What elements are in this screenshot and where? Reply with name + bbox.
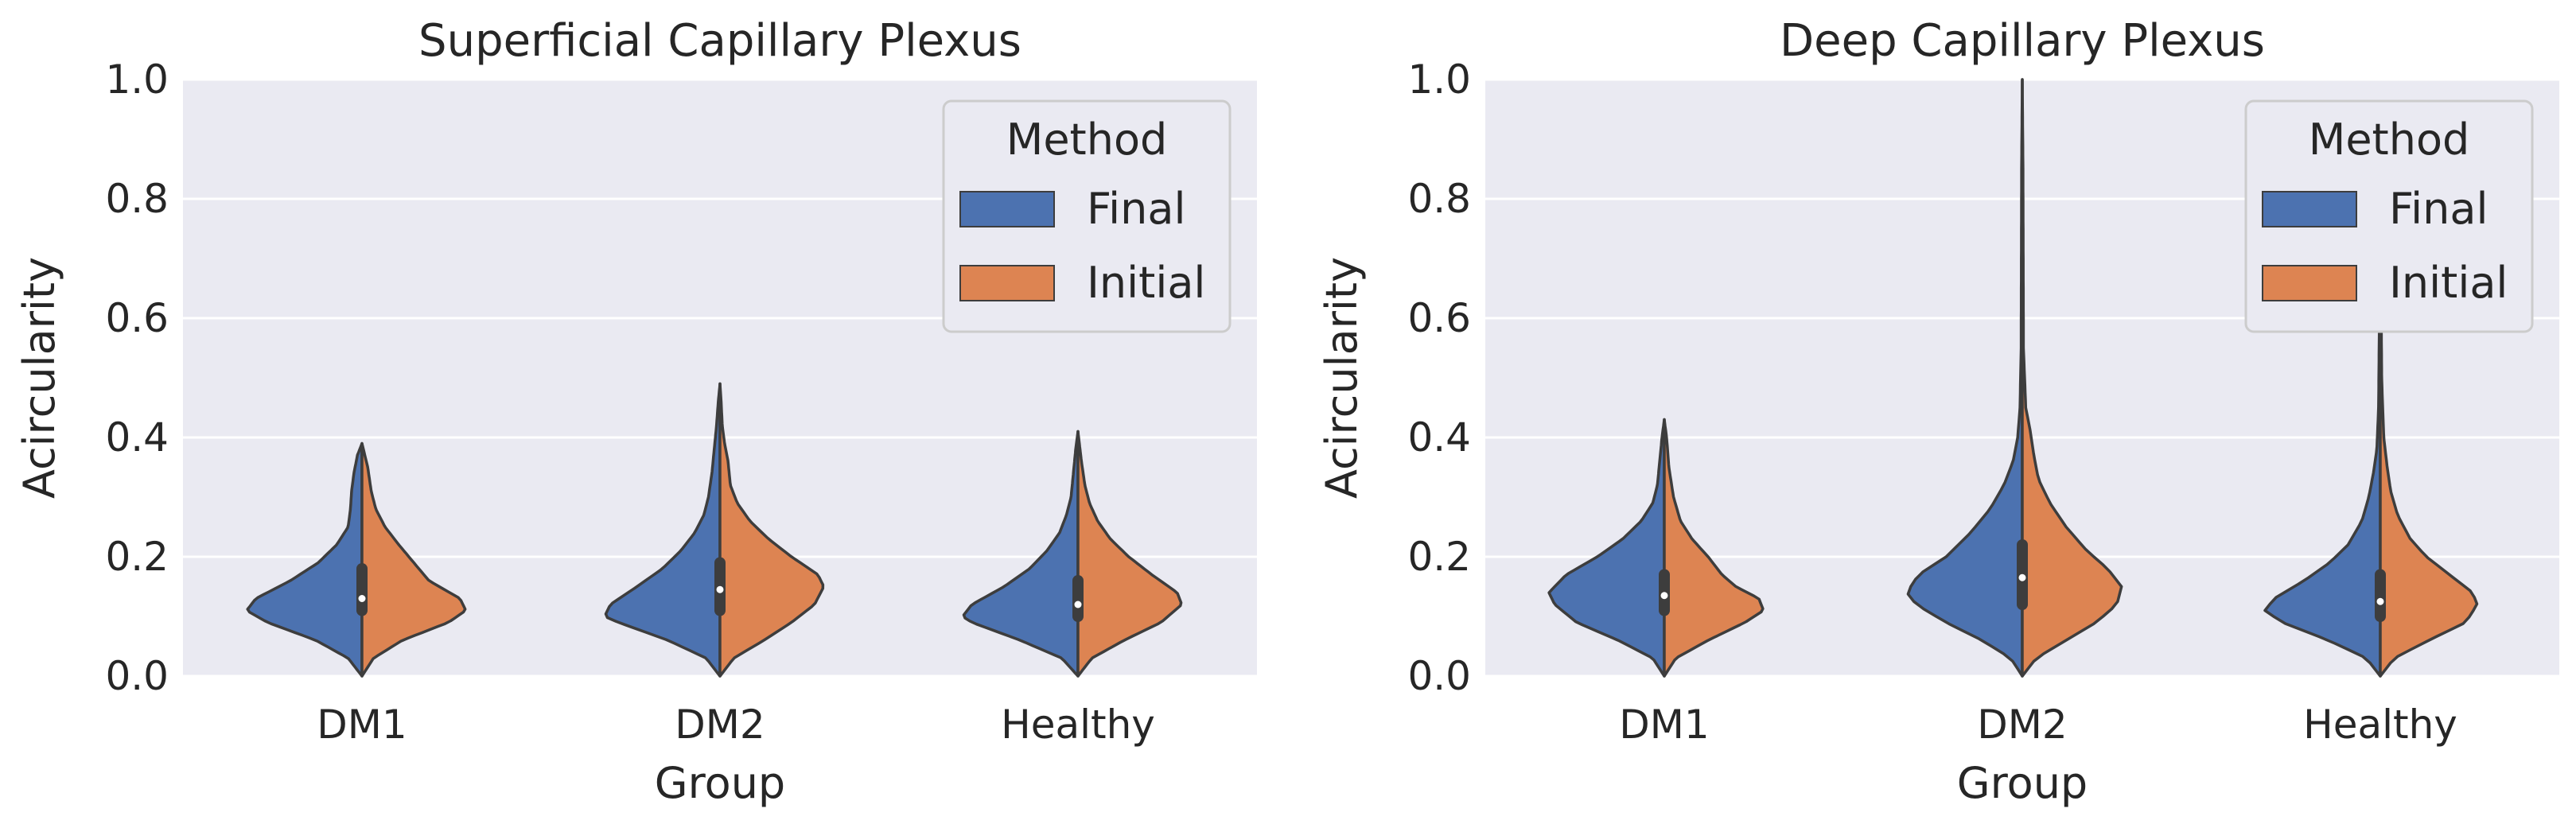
- violin-initial-dm1: [1663, 418, 1765, 678]
- x-ticks: DM1 DM2 Healthy: [1619, 702, 2457, 748]
- x-tick-label: Healthy: [2303, 702, 2457, 748]
- legend-title: Method: [1006, 115, 1168, 165]
- legend-swatch-final: [959, 191, 1055, 227]
- legend-swatch-initial: [2262, 265, 2357, 301]
- legend-label-initial: Initial: [2389, 258, 2508, 308]
- box-median-dm1: [358, 595, 366, 602]
- y-tick-label: 0.4: [1407, 414, 1471, 461]
- legend-swatch-final: [2262, 191, 2357, 227]
- legend-title: Method: [2309, 115, 2470, 165]
- violin-final-dm1: [246, 441, 364, 678]
- box-median-healthy: [1074, 601, 1082, 608]
- y-tick-label: 0.2: [1407, 534, 1471, 580]
- legend: Method Final Initial: [942, 99, 1232, 333]
- x-axis-label: Group: [655, 758, 785, 808]
- legend-swatch-initial: [959, 265, 1055, 301]
- box-markers: [1659, 539, 2386, 622]
- x-axis-label: Group: [1957, 758, 2088, 808]
- y-tick-label: 0.4: [105, 414, 169, 461]
- y-tick-label: 0.2: [105, 534, 169, 580]
- legend-label-initial: Initial: [1087, 258, 1205, 308]
- y-tick-label: 0.8: [105, 176, 169, 222]
- y-tick-label: 0.8: [1407, 176, 1471, 222]
- panel-superficial: Superficial Capillary Plexus Acircularit…: [14, 15, 1257, 808]
- legend: Method Final Initial: [2244, 99, 2534, 333]
- box-markers: [356, 557, 1084, 622]
- y-tick-label: 0.6: [105, 295, 169, 341]
- y-axis-label: Acircularity: [14, 257, 64, 499]
- violin-final-healthy: [962, 430, 1080, 678]
- legend-label-final: Final: [1087, 184, 1185, 234]
- violin-initial-dm1: [360, 441, 467, 678]
- box-median-healthy: [2376, 597, 2384, 605]
- legend-label-final: Final: [2389, 184, 2488, 234]
- violin-initial-dm2: [718, 382, 825, 678]
- x-tick-label: DM2: [1977, 702, 2067, 748]
- x-tick-label: DM1: [1619, 702, 1709, 748]
- box-median-dm1: [1660, 592, 1668, 600]
- violin-final-dm1: [1547, 418, 1666, 678]
- x-tick-label: DM1: [317, 702, 407, 748]
- violins: [246, 382, 1183, 678]
- y-axis-label: Acircularity: [1317, 257, 1367, 499]
- x-tick-label: DM2: [675, 702, 765, 748]
- y-tick-label: 0.0: [1407, 653, 1471, 699]
- y-tick-label: 1.0: [105, 56, 169, 103]
- y-ticks: 0.0 0.2 0.4 0.6 0.8 1.0: [105, 56, 169, 699]
- y-tick-label: 1.0: [1407, 56, 1471, 103]
- violin-final-dm2: [604, 382, 722, 678]
- chart-title: Superficial Capillary Plexus: [418, 15, 1021, 67]
- box-median-dm2: [716, 585, 724, 593]
- x-tick-label: Healthy: [1001, 702, 1155, 748]
- y-ticks: 0.0 0.2 0.4 0.6 0.8 1.0: [1407, 56, 1471, 699]
- violin-initial-dm2: [2021, 78, 2123, 678]
- panel-deep: Deep Capillary Plexus Acircularity Group…: [1317, 15, 2559, 808]
- chart-title: Deep Capillary Plexus: [1780, 15, 2265, 67]
- box-median-dm2: [2018, 573, 2026, 581]
- x-ticks: DM1 DM2 Healthy: [317, 702, 1155, 748]
- y-tick-label: 0.6: [1407, 295, 1471, 341]
- y-tick-label: 0.0: [105, 653, 169, 699]
- violins: [1547, 78, 2479, 678]
- violin-initial-healthy: [1076, 430, 1183, 678]
